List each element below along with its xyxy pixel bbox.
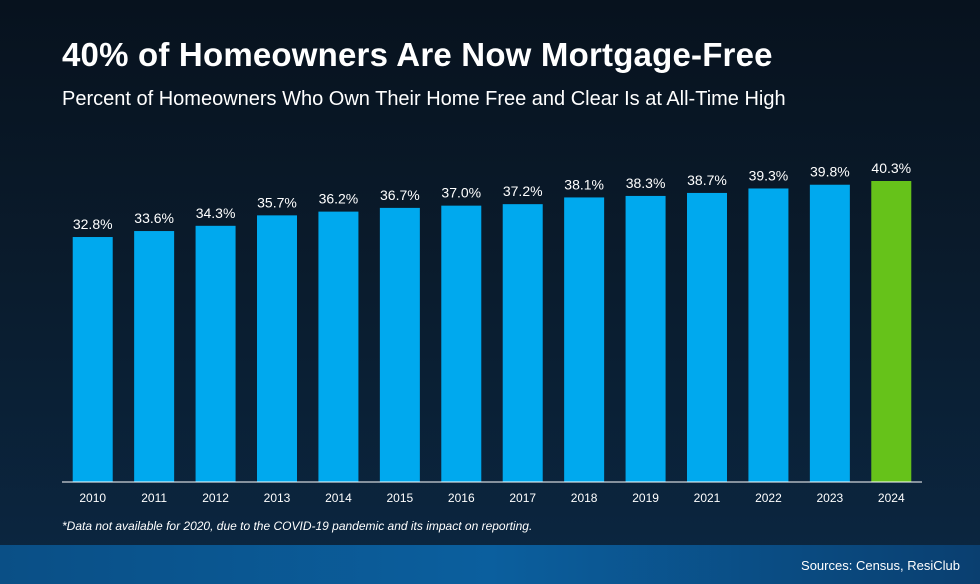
bar-2022 <box>748 188 789 482</box>
data-label-2016: 37.0% <box>441 185 481 201</box>
x-tick-label-2012: 2012 <box>202 491 229 505</box>
bar-2024 <box>871 181 912 482</box>
x-tick-label-2010: 2010 <box>79 491 106 505</box>
x-tick-label-2014: 2014 <box>325 491 352 505</box>
bar-2019 <box>625 195 666 482</box>
x-tick-label-2016: 2016 <box>448 491 475 505</box>
footer-band: Sources: Census, ResiClub <box>0 545 980 584</box>
sources-text: Sources: Census, ResiClub <box>801 558 960 573</box>
bar-2012 <box>195 225 236 482</box>
x-tick-label-2017: 2017 <box>509 491 536 505</box>
chart-title: 40% of Homeowners Are Now Mortgage-Free <box>62 36 773 73</box>
chart-subtitle: Percent of Homeowners Who Own Their Home… <box>62 88 786 110</box>
x-tick-label-2019: 2019 <box>632 491 659 505</box>
data-label-2023: 39.8% <box>810 164 850 180</box>
bar-2011 <box>134 231 175 482</box>
bar-2023 <box>809 184 850 482</box>
x-tick-label-2015: 2015 <box>387 491 414 505</box>
bar-2010 <box>72 237 113 482</box>
x-tick-label-2024: 2024 <box>878 491 905 505</box>
bar-2018 <box>564 197 605 482</box>
bar-2013 <box>257 215 297 483</box>
x-tick-label-2022: 2022 <box>755 491 782 505</box>
bar-2021 <box>687 192 727 482</box>
bar-2014 <box>318 211 359 482</box>
x-tick-label-2021: 2021 <box>694 491 721 505</box>
data-label-2019: 38.3% <box>626 175 666 191</box>
data-label-2022: 39.3% <box>749 167 789 183</box>
bar-2017 <box>502 204 543 482</box>
data-label-2010: 32.8% <box>73 216 113 232</box>
data-label-2012: 34.3% <box>196 205 236 221</box>
x-tick-label-2023: 2023 <box>817 491 844 505</box>
x-tick-label-2018: 2018 <box>571 491 598 505</box>
data-label-2015: 36.7% <box>380 187 420 203</box>
data-label-2024: 40.3% <box>871 160 911 176</box>
bar-2015 <box>379 207 420 482</box>
footnote: *Data not available for 2020, due to the… <box>62 519 533 533</box>
data-label-2017: 37.2% <box>503 183 543 199</box>
x-tick-label-2011: 2011 <box>141 491 167 505</box>
x-tick-label-2013: 2013 <box>264 491 291 505</box>
data-label-2014: 36.2% <box>319 191 359 207</box>
data-label-2011: 33.6% <box>134 210 174 226</box>
data-label-2013: 35.7% <box>257 194 297 210</box>
data-label-2021: 38.7% <box>687 172 727 188</box>
bar-2016 <box>441 205 482 482</box>
data-label-2018: 38.1% <box>564 176 604 192</box>
